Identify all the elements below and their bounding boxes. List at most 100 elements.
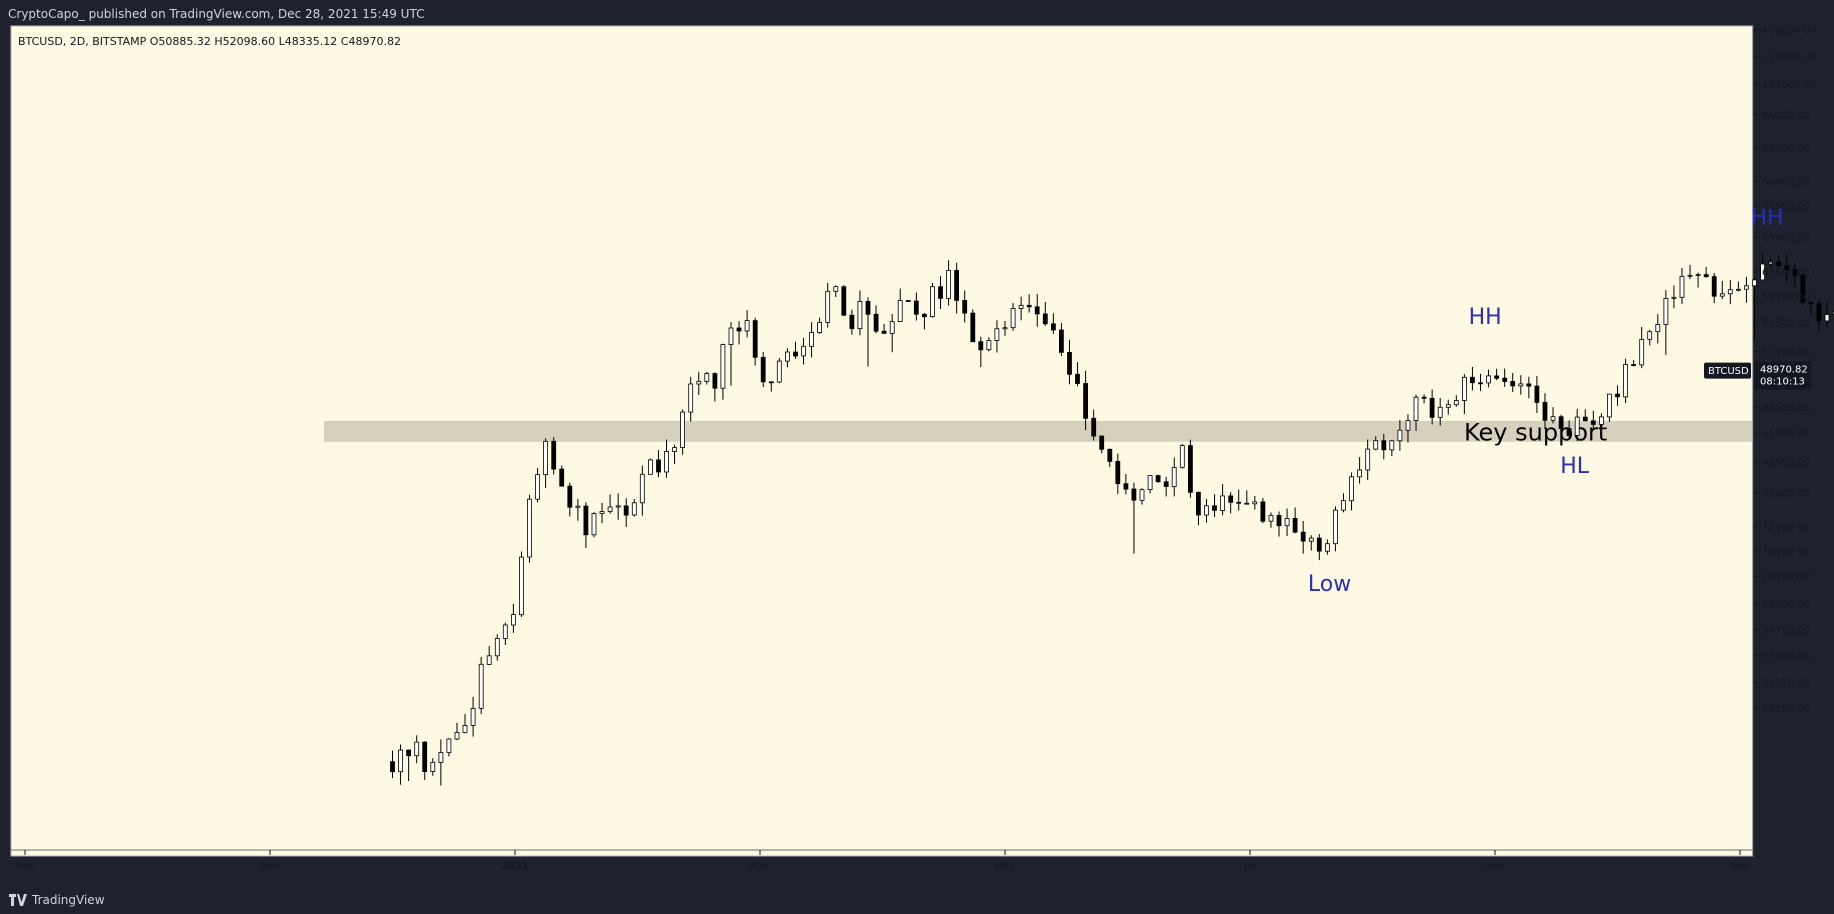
candle-up — [527, 498, 532, 558]
time-axis[interactable]: SepNov2021MarMayJulSepNov2022MarMayJulSe… — [16, 850, 1834, 872]
candle-up — [494, 638, 500, 657]
candle-up — [1018, 304, 1024, 309]
candle-up — [446, 738, 452, 753]
candle-up — [470, 708, 476, 726]
candle-up — [785, 351, 790, 362]
candle-up — [1268, 515, 1274, 522]
candle-down — [1115, 460, 1121, 485]
candle-down — [712, 373, 718, 389]
candle-down — [938, 286, 943, 299]
price-tick-label: 112000.00 — [1762, 52, 1816, 63]
candle-down — [1615, 393, 1620, 398]
candle-down — [1026, 304, 1032, 308]
candle-up — [1462, 376, 1467, 401]
candle-up — [1365, 448, 1371, 471]
candle-down — [1212, 505, 1217, 511]
candle-down — [881, 330, 887, 334]
candle-up — [1744, 285, 1749, 290]
candle-up — [1373, 440, 1379, 450]
candle-up — [430, 762, 436, 773]
candle-up — [897, 300, 903, 323]
candle-up — [1727, 289, 1733, 295]
candle-up — [930, 286, 935, 318]
candle-up — [478, 663, 484, 709]
candle-down — [1163, 481, 1169, 487]
candle-up — [599, 511, 605, 514]
time-tick-label: Nov — [1730, 861, 1750, 872]
candle-up — [1284, 518, 1290, 527]
candle-up — [1397, 429, 1403, 442]
candle-down — [1711, 276, 1717, 297]
candle-down — [1429, 397, 1435, 418]
tradingview-brand[interactable]: TradingView — [32, 893, 105, 907]
candle-up — [696, 380, 702, 385]
candle-down — [656, 459, 661, 473]
candle-up — [1752, 279, 1757, 287]
candle-down — [1510, 381, 1516, 387]
candle-up — [688, 383, 694, 413]
candle-down — [962, 299, 968, 314]
last-price-tag: BTCUSD 48970.82 08:10:13 — [1704, 361, 1811, 390]
candle-up — [438, 752, 444, 763]
candle-up — [1647, 331, 1653, 340]
candle-up — [1655, 324, 1661, 333]
candle-up — [817, 321, 822, 333]
candle-down — [406, 749, 412, 757]
candle-down — [1421, 396, 1427, 399]
candle-down — [1558, 416, 1564, 429]
candle-down — [1123, 483, 1129, 490]
candle-down — [1792, 269, 1798, 276]
price-axis[interactable]: 120000.00 112000.00 104000.00 96000.00 88000… — [1753, 26, 1816, 715]
candle-down — [1800, 274, 1806, 303]
candle-up — [1204, 505, 1209, 516]
candle-down — [1188, 445, 1193, 493]
price-tick-label: 26500.00 — [1762, 599, 1810, 610]
time-tick-label: May — [995, 861, 1016, 872]
candle-up — [1325, 543, 1330, 552]
price-tick-label: 120000.00 — [1762, 26, 1816, 37]
candle-up — [414, 741, 420, 757]
candle-up — [454, 732, 460, 740]
price-tick-label: 55500.00 — [1762, 319, 1810, 330]
price-tick-label: 41500.00 — [1762, 429, 1810, 440]
price-tick-label: 35500.00 — [1762, 488, 1810, 499]
price-tick-label: 51500.00 — [1762, 347, 1810, 358]
candle-down — [390, 761, 395, 773]
candle-down — [736, 327, 742, 332]
candle-up — [1413, 396, 1419, 422]
candle-down — [1260, 501, 1266, 522]
candle-up — [1453, 400, 1459, 406]
candle-down — [873, 313, 879, 332]
candle-up — [1341, 500, 1346, 511]
candle-up — [994, 328, 1000, 341]
candle-down — [1051, 323, 1056, 331]
time-tick-label: Jul — [1243, 861, 1256, 872]
candle-down — [623, 505, 629, 516]
candle-down — [1099, 435, 1105, 450]
candle-up — [462, 725, 468, 733]
candle-down — [865, 300, 871, 315]
candle-up — [1695, 274, 1701, 277]
candle-up — [1220, 495, 1225, 511]
candle-down — [567, 485, 573, 508]
tradingview-logo-icon[interactable] — [9, 894, 27, 906]
candle-down — [1075, 373, 1080, 384]
price-chart[interactable]: Key support HHHHHLHLLow BTCUSD, 2D, BITS… — [0, 0, 1834, 886]
candle-up — [1010, 307, 1016, 329]
candle-up — [639, 473, 645, 504]
candle-up — [986, 340, 992, 351]
candle-down — [849, 314, 855, 330]
price-tick-label: 23150.00 — [1762, 651, 1810, 662]
candle-down — [1228, 495, 1234, 503]
price-tick-label: 69500.00 — [1762, 233, 1810, 244]
candle-down — [1300, 531, 1306, 542]
candle-up — [575, 505, 581, 508]
candles — [390, 253, 1834, 786]
price-tag-value: 48970.82 — [1760, 365, 1808, 376]
candle-down — [1067, 351, 1072, 375]
candle-up — [1445, 404, 1451, 408]
candle-up — [1389, 440, 1395, 451]
candle-down — [1502, 377, 1508, 382]
candle-down — [1494, 375, 1499, 379]
key-support-label: Key support — [1464, 418, 1607, 446]
